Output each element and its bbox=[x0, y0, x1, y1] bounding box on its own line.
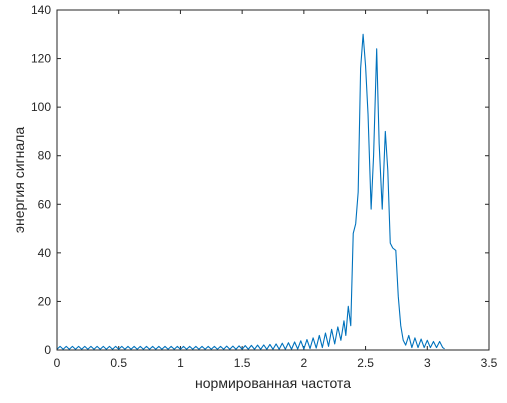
y-tick-label: 140 bbox=[31, 3, 51, 17]
x-tick-label: 3.5 bbox=[481, 356, 498, 370]
series-layer bbox=[56, 33, 445, 350]
x-axis-label: нормированная частота bbox=[195, 375, 351, 391]
x-tick-label: 0 bbox=[54, 356, 61, 370]
y-tick-label: 60 bbox=[38, 197, 52, 211]
x-tick-label: 2.5 bbox=[357, 356, 374, 370]
y-tick-label: 80 bbox=[38, 149, 52, 163]
plot-box bbox=[56, 9, 490, 351]
x-tick-label: 1 bbox=[177, 356, 184, 370]
y-axis-label: энергия сигнала bbox=[11, 127, 27, 233]
y-tick-label: 40 bbox=[38, 246, 52, 260]
y-tick-label: 120 bbox=[31, 52, 51, 66]
y-tick-label: 100 bbox=[31, 100, 51, 114]
ticks-layer: 0 0.5 1 1.5 2 2.5 3 3.5 0 20 40 60 80 100 120 140 bbox=[31, 3, 498, 370]
x-tick-label: 3 bbox=[424, 356, 431, 370]
x-tick-label: 2 bbox=[301, 356, 308, 370]
y-tick-label: 0 bbox=[44, 343, 51, 357]
x-tick-label: 0.5 bbox=[110, 356, 127, 370]
y-tick-label: 20 bbox=[38, 294, 52, 308]
series-line-1 bbox=[56, 33, 445, 350]
x-tick-label: 1.5 bbox=[234, 356, 251, 370]
